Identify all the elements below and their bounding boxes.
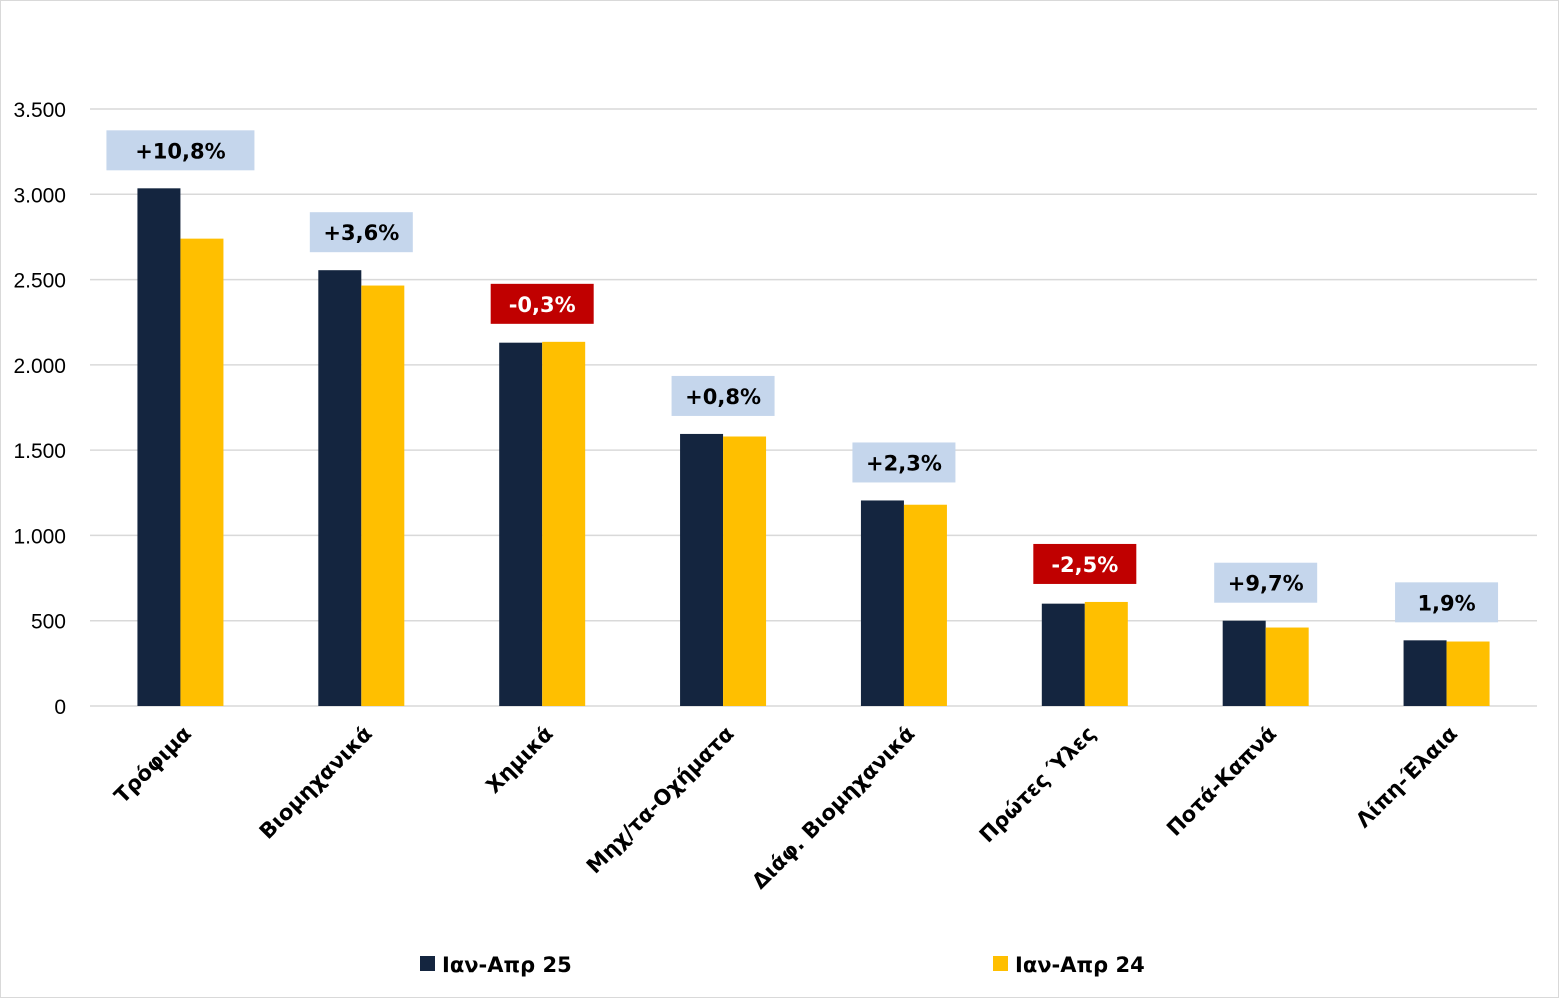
x-category-label: Λίπη-Έλαια	[1351, 722, 1462, 833]
change-badge-bg	[106, 130, 255, 171]
change-badge-bg	[1033, 543, 1137, 584]
legend-swatch	[420, 956, 435, 971]
bar-ian-apr-24	[1084, 601, 1128, 706]
bar-ian-apr-24	[1446, 641, 1490, 706]
change-badge-bg	[1395, 582, 1499, 623]
x-category-label: Διάφ. Βιομηχανικά	[747, 722, 919, 894]
change-badges: +10,8% +3,6% -0,3% +0,8% +2,3% -2,5% +9,7% 1,9%	[106, 130, 1499, 623]
x-category-label: Βιομηχανικά	[255, 722, 377, 844]
bar-ian-apr-24	[1265, 627, 1309, 706]
legend-label: Ιαν-Απρ 24	[1015, 953, 1145, 977]
x-category-label: Ποτά-Καπνά	[1162, 722, 1281, 841]
bar-ian-apr-24	[903, 504, 947, 706]
x-category-label: Τρόφιμα	[110, 722, 196, 808]
change-badge-label: -0,3%	[509, 293, 576, 317]
bar-ian-apr-25	[860, 500, 904, 706]
bar-ian-apr-24	[361, 285, 405, 706]
change-badge-label: +2,3%	[866, 451, 942, 475]
bar-ian-apr-25	[137, 188, 181, 706]
change-badge-label: -2,5%	[1051, 553, 1118, 577]
change-badge-label: +0,8%	[685, 385, 761, 409]
change-badge-bg	[671, 375, 775, 416]
y-tick-label: 1.000	[13, 525, 66, 548]
bar-ian-apr-25	[499, 342, 543, 706]
y-tick-label: 2.500	[13, 270, 66, 293]
bar-ian-apr-25	[318, 270, 362, 706]
change-badge-bg	[490, 283, 594, 324]
bar-ian-apr-25	[1403, 640, 1447, 706]
change-badge-bg	[309, 212, 413, 253]
y-tick-label: 2.000	[13, 355, 66, 378]
change-badge-label: +10,8%	[135, 139, 225, 163]
bar-ian-apr-24	[542, 341, 586, 706]
change-badge-bg	[852, 442, 956, 483]
y-tick-label: 3.500	[13, 99, 66, 122]
bar-ian-apr-25	[1222, 620, 1266, 706]
x-category-label: Πρώτες Ύλες	[975, 722, 1101, 848]
change-badge-label: +9,7%	[1228, 572, 1304, 596]
bar-ian-apr-24	[180, 238, 224, 707]
y-axis-ticks: 0 500 1.000 1.500 2.000 2.500 3.000 3.500	[13, 99, 66, 719]
bar-ian-apr-25	[1041, 603, 1085, 706]
bar-ian-apr-24	[723, 436, 767, 706]
y-tick-label: 1.500	[13, 440, 66, 463]
gridlines	[90, 108, 1537, 707]
change-badge-bg	[1214, 562, 1318, 603]
y-tick-label: 500	[31, 611, 66, 634]
change-badge-label: +3,6%	[323, 221, 399, 245]
x-category-label: Μηχ/τα-Οχήματα	[582, 722, 739, 879]
y-tick-label: 3.000	[13, 184, 66, 207]
legend-swatch	[993, 956, 1008, 971]
y-tick-label: 0	[54, 696, 66, 719]
change-badge-label: 1,9%	[1417, 591, 1475, 615]
bar-ian-apr-25	[680, 433, 724, 706]
x-axis-labels: Τρόφιμα Βιομηχανικά Χημικά Μηχ/τα-Οχήματα Δι…	[110, 722, 1463, 894]
legend: Ιαν-Απρ 25 Ιαν-Απρ 24	[420, 953, 1145, 977]
x-category-label: Χημικά	[481, 722, 557, 798]
legend-label: Ιαν-Απρ 25	[442, 953, 572, 977]
bars	[137, 188, 1490, 707]
